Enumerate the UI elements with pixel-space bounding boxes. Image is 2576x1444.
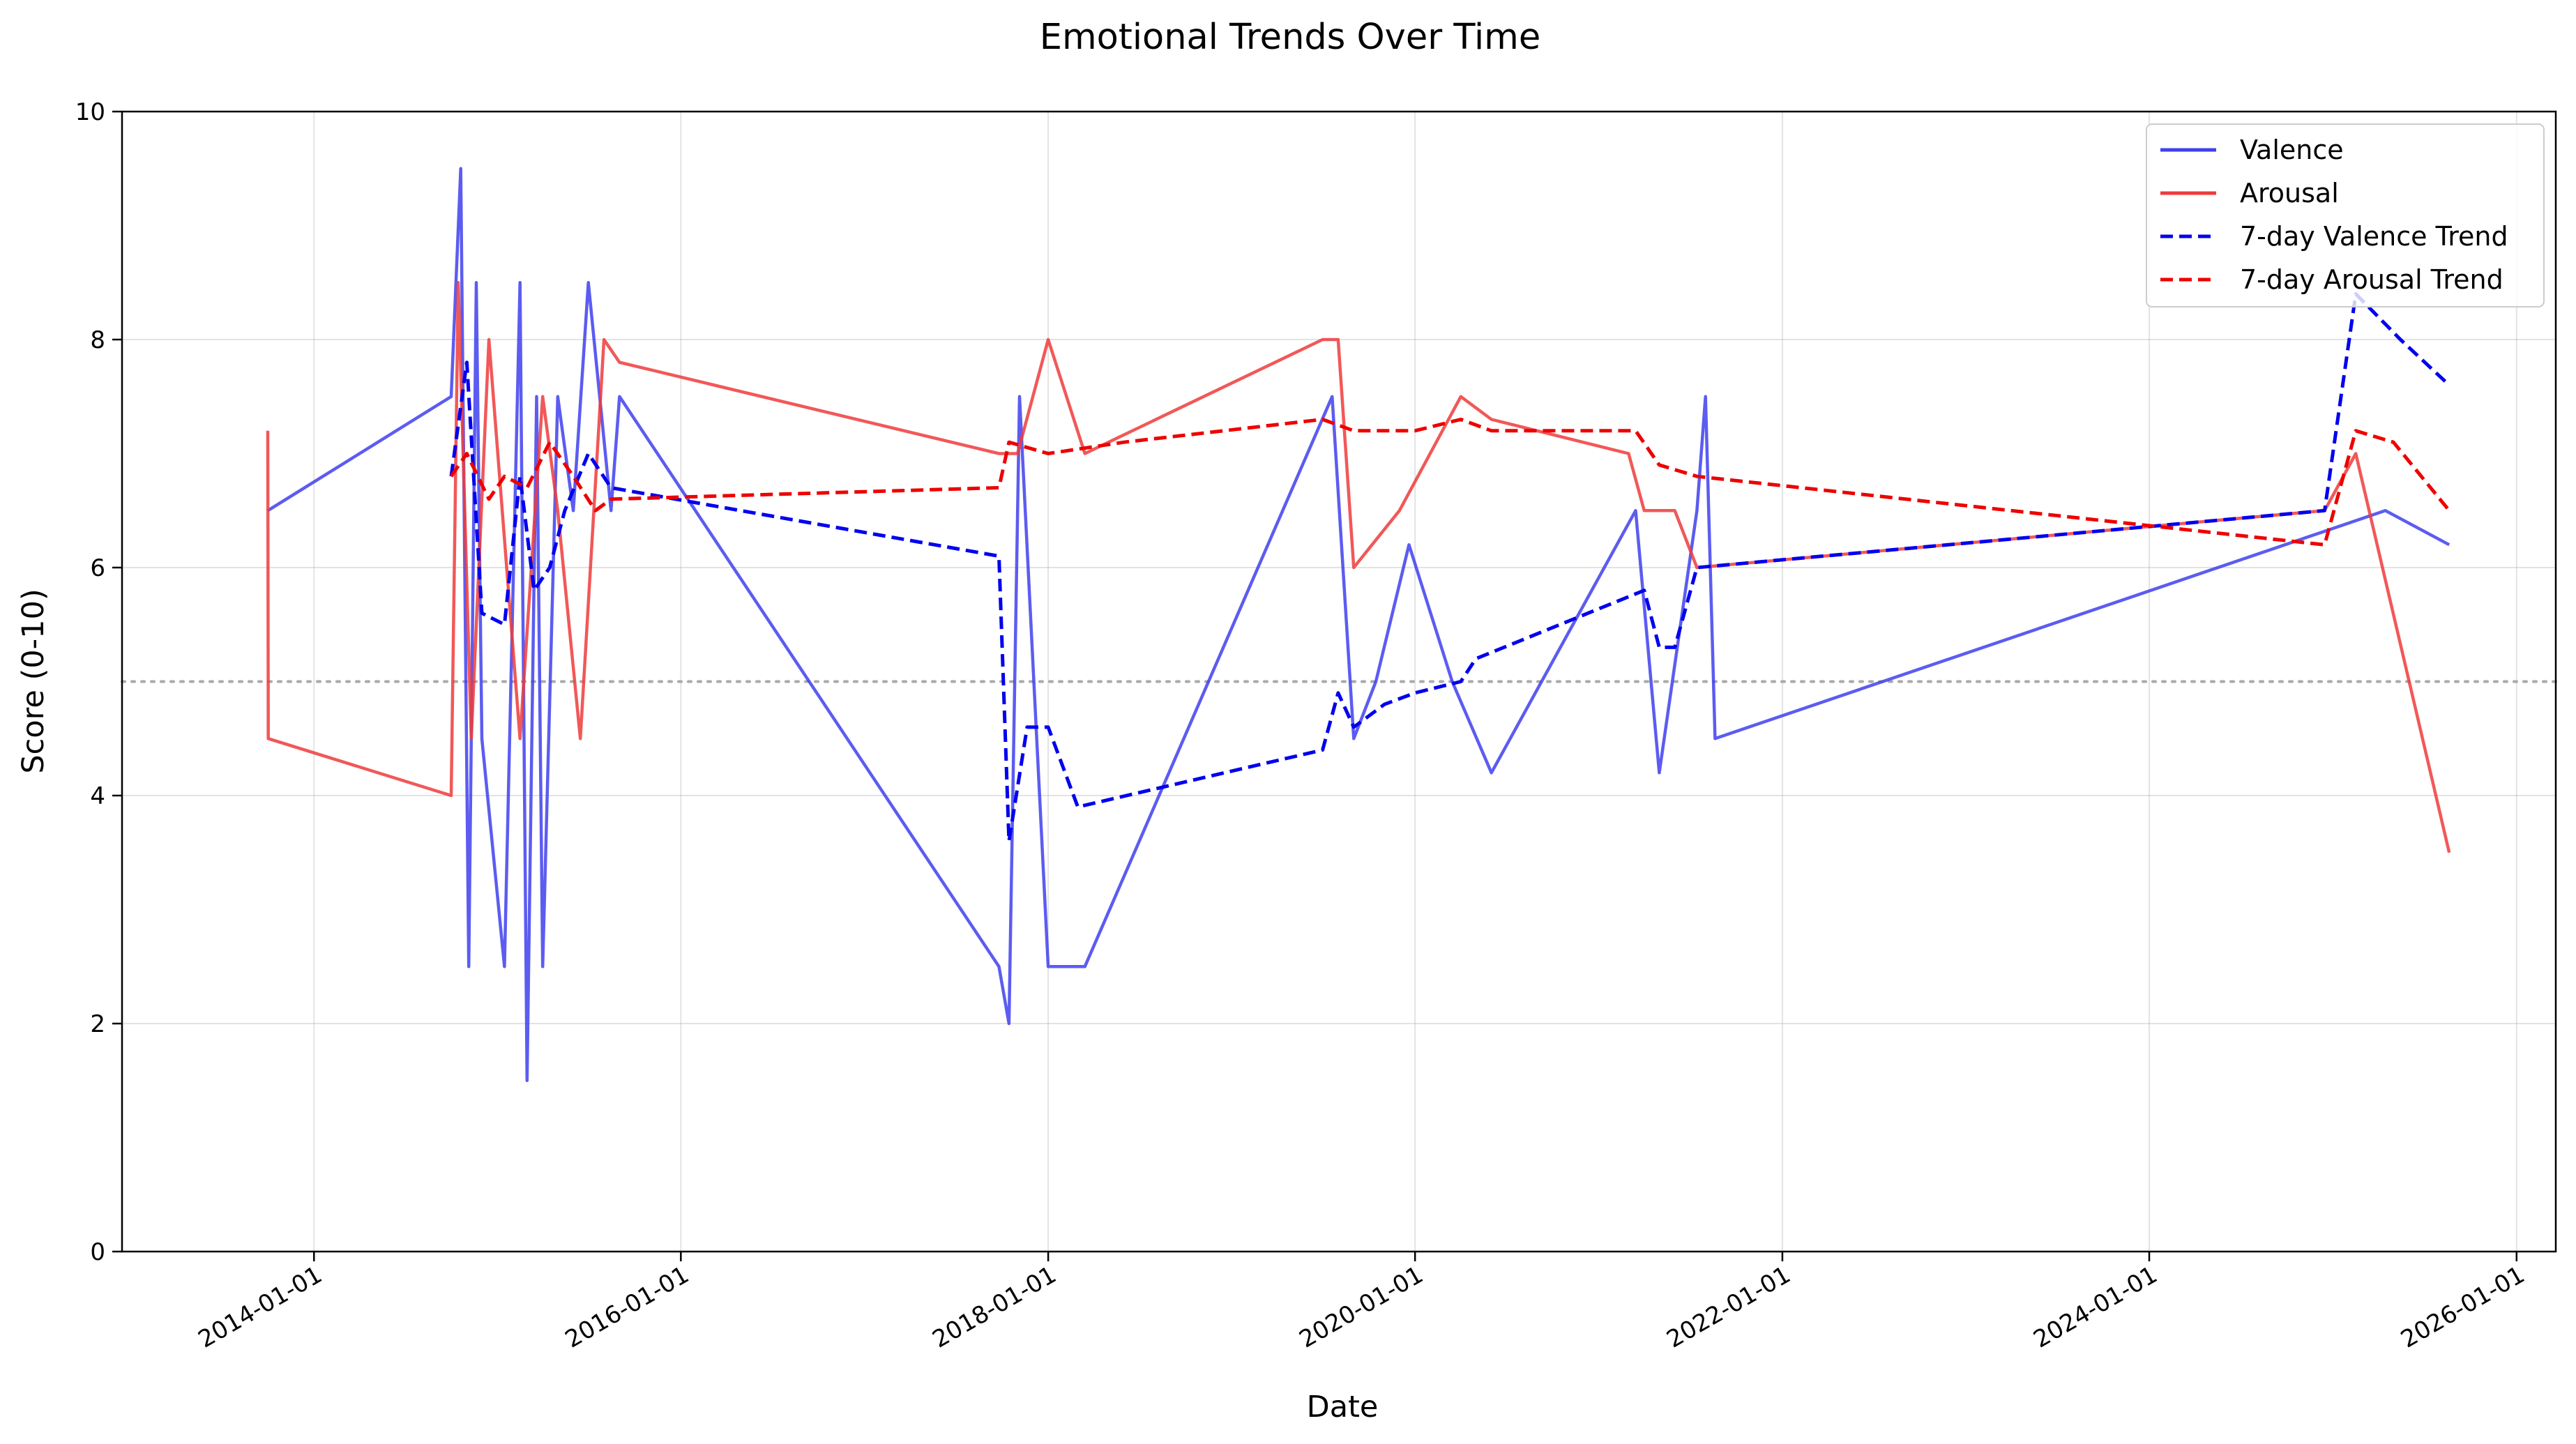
- y-tick-label: 2: [90, 1010, 105, 1038]
- y-axis-ticks: 0 2 4 6 8 10: [75, 98, 122, 1266]
- legend-label: Valence: [2240, 135, 2344, 165]
- legend-box: [2146, 123, 2545, 307]
- y-tick-label: 6: [90, 554, 105, 582]
- legend: Valence Arousal 7-day Valence Trend 7-day A…: [2146, 123, 2545, 307]
- series-layer: [266, 167, 2451, 1083]
- legend-label: 7-day Valence Trend: [2240, 221, 2508, 252]
- y-tick-label: 8: [90, 326, 105, 354]
- chart-title: Emotional Trends Over Time: [1040, 17, 1540, 58]
- legend-label: 7-day Arousal Trend: [2240, 264, 2503, 295]
- series-line-7-day-valence-trend: [449, 292, 2450, 843]
- y-tick-label: 4: [90, 782, 105, 810]
- legend-label: Arousal: [2240, 178, 2339, 208]
- x-axis-label: Date: [1307, 1390, 1379, 1424]
- series-line-arousal: [266, 281, 2451, 853]
- series-line-valence: [266, 167, 2450, 1083]
- y-axis-label: Score (0-10): [16, 588, 51, 773]
- y-tick-label: 10: [75, 98, 105, 126]
- series-line-7-day-arousal-trend: [449, 418, 2451, 547]
- y-tick-label: 0: [90, 1238, 105, 1266]
- plot-frame: [121, 110, 2557, 1253]
